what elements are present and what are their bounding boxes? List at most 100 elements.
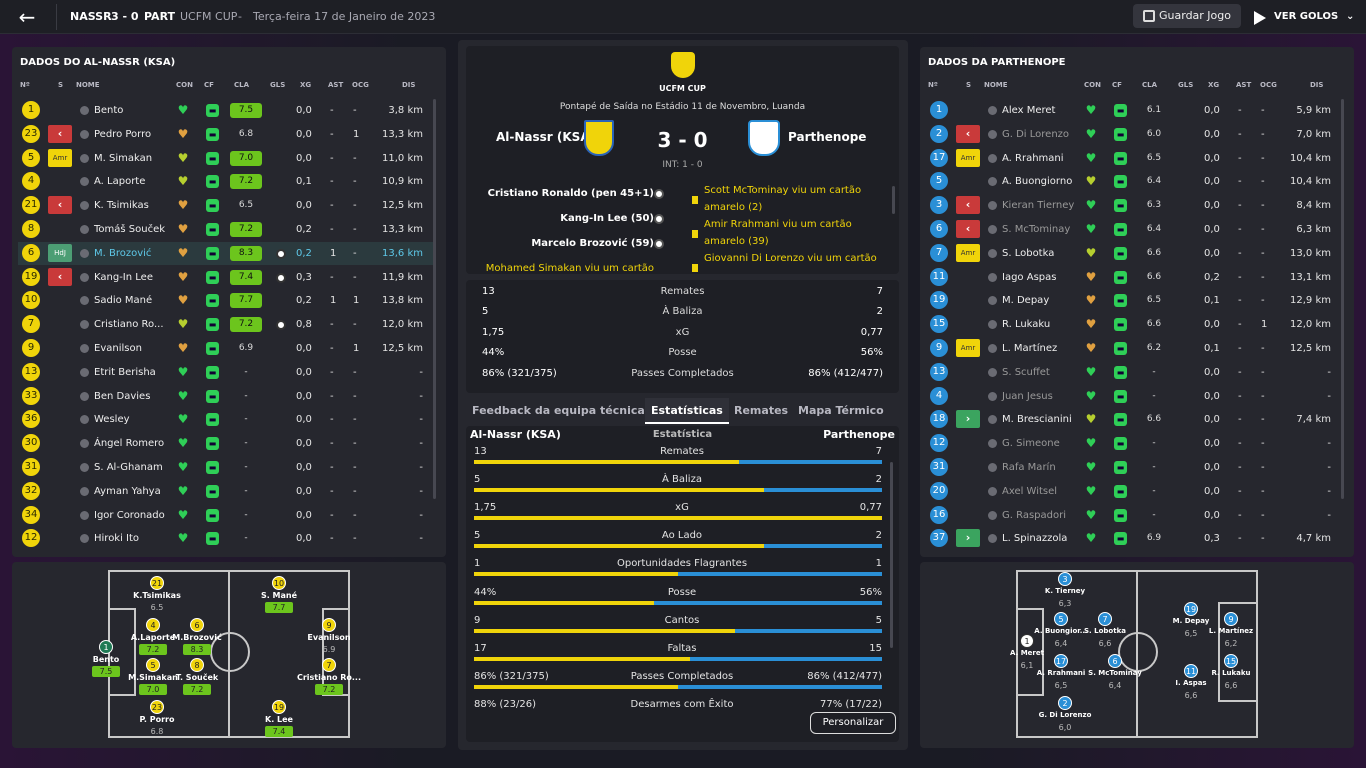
- player-rating: 6,0: [1058, 723, 1072, 732]
- fitness-icon: ▬: [206, 508, 219, 522]
- player-row[interactable]: 18 › M. Brescianini ♥ ▬ 6.6 0,0 - - 7,4 km: [926, 408, 1341, 431]
- player-row[interactable]: 21 ‹ K. Tsimikas ♥ ▬ 6.5 0,0 - - 12,5 km: [18, 194, 433, 217]
- compare-scrollbar[interactable]: [890, 462, 893, 648]
- player-row[interactable]: 9 Evanilson ♥ ▬ 6.9 0,0 - 1 12,5 km: [18, 337, 433, 360]
- player-row[interactable]: 36 Wesley ♥ ▬ - 0,0 - - -: [18, 408, 433, 431]
- player-marker[interactable]: 6: [190, 618, 204, 632]
- player-marker[interactable]: 7: [322, 658, 336, 672]
- scrollbar[interactable]: [433, 99, 436, 499]
- player-marker[interactable]: 15: [1224, 654, 1238, 668]
- player-row[interactable]: 7 Cristiano Ro... ♥ ▬ 7.2 0,8 - - 12,0 km: [18, 313, 433, 336]
- fitness-icon: ▬: [206, 127, 219, 141]
- player-row[interactable]: 7 Amr S. Lobotka ♥ ▬ 6.6 0,0 - - 13,0 km: [926, 242, 1341, 265]
- player-marker[interactable]: 17: [1054, 654, 1068, 668]
- player-row[interactable]: 19 M. Depay ♥ ▬ 6.5 0,1 - - 12,9 km: [926, 289, 1341, 312]
- top-bar: ← NASSR 3 - 0 PART UCFM CUP - Terça-feir…: [0, 0, 1366, 34]
- player-marker[interactable]: 2: [1058, 696, 1072, 710]
- shirt-number: 6: [930, 220, 948, 238]
- player-row[interactable]: 33 Ben Davies ♥ ▬ - 0,0 - - -: [18, 385, 433, 408]
- player-row[interactable]: 20 Axel Witsel ♥ ▬ - 0,0 - - -: [926, 480, 1341, 503]
- player-row[interactable]: 23 ‹ Pedro Porro ♥ ▬ 6.8 0,0 - 1 13,3 km: [18, 123, 433, 146]
- chances-value: -: [1261, 414, 1265, 426]
- scrollbar[interactable]: [1341, 99, 1344, 499]
- player-marker[interactable]: 7: [1098, 612, 1112, 626]
- distance-value: 4,7 km: [1296, 533, 1331, 545]
- tab-heat-map[interactable]: Mapa Térmico: [798, 404, 884, 417]
- player-row[interactable]: 13 S. Scuffet ♥ ▬ - 0,0 - - -: [926, 361, 1341, 384]
- player-row[interactable]: 3 ‹ Kieran Tierney ♥ ▬ 6.3 0,0 - - 8,4 km: [926, 194, 1341, 217]
- card-event: Scott McTominay viu um cartão amarelo (2…: [704, 185, 862, 213]
- player-marker[interactable]: 1: [99, 640, 113, 654]
- view-goals-label: VER GOLOS: [1274, 11, 1339, 22]
- assists-value: -: [330, 271, 334, 283]
- player-row[interactable]: 5 A. Buongiorno ♥ ▬ 6.4 0,0 - - 10,4 km: [926, 170, 1341, 193]
- stat-label: Ao Lado: [661, 530, 703, 542]
- fitness-icon: ▬: [206, 484, 219, 498]
- chances-value: -: [1261, 366, 1265, 378]
- player-row[interactable]: 4 A. Laporte ♥ ▬ 7.2 0,1 - - 10,9 km: [18, 170, 433, 193]
- player-row[interactable]: 8 Tomáš Souček ♥ ▬ 7.2 0,2 - - 13,3 km: [18, 218, 433, 241]
- player-marker[interactable]: 3: [1058, 572, 1072, 586]
- tab-statistics[interactable]: Estatísticas: [645, 398, 729, 424]
- player-row[interactable]: 15 R. Lukaku ♥ ▬ 6.6 0,0 - 1 12,0 km: [926, 313, 1341, 336]
- shirt-number: 7: [930, 243, 948, 262]
- player-marker[interactable]: 6: [1108, 654, 1122, 668]
- player-row[interactable]: 10 Sadio Mané ♥ ▬ 7.7 0,2 1 1 13,8 km: [18, 289, 433, 312]
- left-penalty-box: [1016, 608, 1044, 696]
- back-arrow-icon[interactable]: ←: [18, 5, 36, 29]
- player-marker[interactable]: 8: [190, 658, 204, 672]
- player-row[interactable]: 19 ‹ Kang-In Lee ♥ ▬ 7.4 0,3 - - 11,9 km: [18, 266, 433, 289]
- view-goals-button[interactable]: VER GOLOS ⌄: [1250, 4, 1360, 30]
- condition-heart-icon: ♥: [1085, 364, 1097, 379]
- player-row[interactable]: 34 Igor Coronado ♥ ▬ - 0,0 - - -: [18, 504, 433, 527]
- player-row[interactable]: 30 Ángel Romero ♥ ▬ - 0,0 - - -: [18, 432, 433, 455]
- player-marker[interactable]: 9: [322, 618, 336, 632]
- distance-value: -: [419, 485, 423, 497]
- column-header: S: [966, 81, 972, 89]
- save-game-button[interactable]: Guardar Jogo: [1133, 4, 1241, 28]
- player-row[interactable]: 4 Juan Jesus ♥ ▬ - 0,0 - - -: [926, 385, 1341, 408]
- player-row[interactable]: 17 Amr A. Rrahmani ♥ ▬ 6.5 0,0 - - 10,4 km: [926, 147, 1341, 170]
- player-row[interactable]: 2 ‹ G. Di Lorenzo ♥ ▬ 6.0 0,0 - - 7,0 km: [926, 123, 1341, 146]
- player-marker[interactable]: 21: [150, 576, 164, 590]
- player-marker[interactable]: 9: [1224, 612, 1238, 626]
- player-row[interactable]: 13 Etrit Berisha ♥ ▬ - 0,0 - - -: [18, 361, 433, 384]
- player-row[interactable]: 31 S. Al-Ghanam ♥ ▬ - 0,0 - - -: [18, 456, 433, 479]
- player-marker[interactable]: 19: [1184, 602, 1198, 616]
- chances-value: -: [1261, 128, 1265, 140]
- player-marker[interactable]: 5: [1054, 612, 1068, 626]
- player-row[interactable]: 9 Amr L. Martínez ♥ ▬ 6.2 0,1 - - 12,5 km: [926, 337, 1341, 360]
- player-rating: -: [244, 390, 248, 401]
- player-name: Pedro Porro: [94, 128, 152, 140]
- assists-value: -: [1238, 438, 1242, 450]
- stat-home-value: 5: [474, 530, 481, 542]
- chevron-down-icon[interactable]: ⌄: [1346, 11, 1355, 22]
- player-marker[interactable]: 1: [1020, 634, 1034, 648]
- player-rating: 6.6: [1146, 271, 1162, 282]
- player-marker[interactable]: 4: [146, 618, 160, 632]
- column-header: CF: [204, 81, 214, 89]
- player-avatar-icon: [988, 129, 997, 139]
- player-row[interactable]: 6 ‹ S. McTominay ♥ ▬ 6.4 0,0 - - 6,3 km: [926, 218, 1341, 241]
- player-row[interactable]: 12 Hiroki Ito ♥ ▬ - 0,0 - - -: [18, 527, 433, 550]
- player-row[interactable]: 12 G. Simeone ♥ ▬ - 0,0 - - -: [926, 432, 1341, 455]
- player-row[interactable]: 6 HdJ M. Brozović ♥ ▬ 8.3 0,2 1 - 13,6 km: [18, 241, 433, 265]
- player-row[interactable]: 31 Rafa Marín ♥ ▬ - 0,0 - - -: [926, 456, 1341, 479]
- customize-button[interactable]: Personalizar: [810, 712, 896, 734]
- substituted-on-icon: ›: [956, 529, 980, 548]
- player-marker[interactable]: 5: [146, 658, 160, 672]
- player-row[interactable]: 5 Amr M. Simakan ♥ ▬ 7.0 0,0 - - 11,0 km: [18, 147, 433, 170]
- tab-feedback[interactable]: Feedback da equipa técnica: [472, 404, 645, 417]
- player-row[interactable]: 16 G. Raspadori ♥ ▬ - 0,0 - - -: [926, 504, 1341, 527]
- player-row[interactable]: 32 Ayman Yahya ♥ ▬ - 0,0 - - -: [18, 480, 433, 503]
- player-marker[interactable]: 23: [150, 700, 164, 714]
- player-row[interactable]: 11 Iago Aspas ♥ ▬ 6.6 0,2 - - 13,1 km: [926, 266, 1341, 289]
- player-marker[interactable]: 19: [272, 700, 286, 714]
- events-scrollbar[interactable]: [892, 186, 895, 214]
- player-row[interactable]: 1 Alex Meret ♥ ▬ 6.1 0,0 - - 5,9 km: [926, 99, 1341, 122]
- player-marker[interactable]: 11: [1184, 664, 1198, 678]
- player-marker[interactable]: 10: [272, 576, 286, 590]
- tab-shots[interactable]: Remates: [734, 404, 789, 417]
- player-row[interactable]: 37 › L. Spinazzola ♥ ▬ 6.9 0,3 - - 4,7 km: [926, 527, 1341, 550]
- player-row[interactable]: 1 Bento ♥ ▬ 7.5 0,0 - - 3,8 km: [18, 99, 433, 122]
